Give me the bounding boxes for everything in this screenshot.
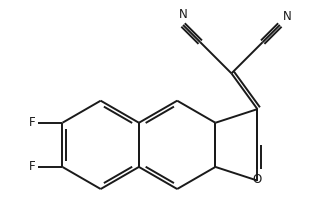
Text: O: O: [253, 173, 262, 186]
Text: F: F: [29, 116, 36, 129]
Text: N: N: [179, 8, 187, 21]
Text: N: N: [283, 10, 292, 23]
Text: F: F: [29, 160, 36, 173]
